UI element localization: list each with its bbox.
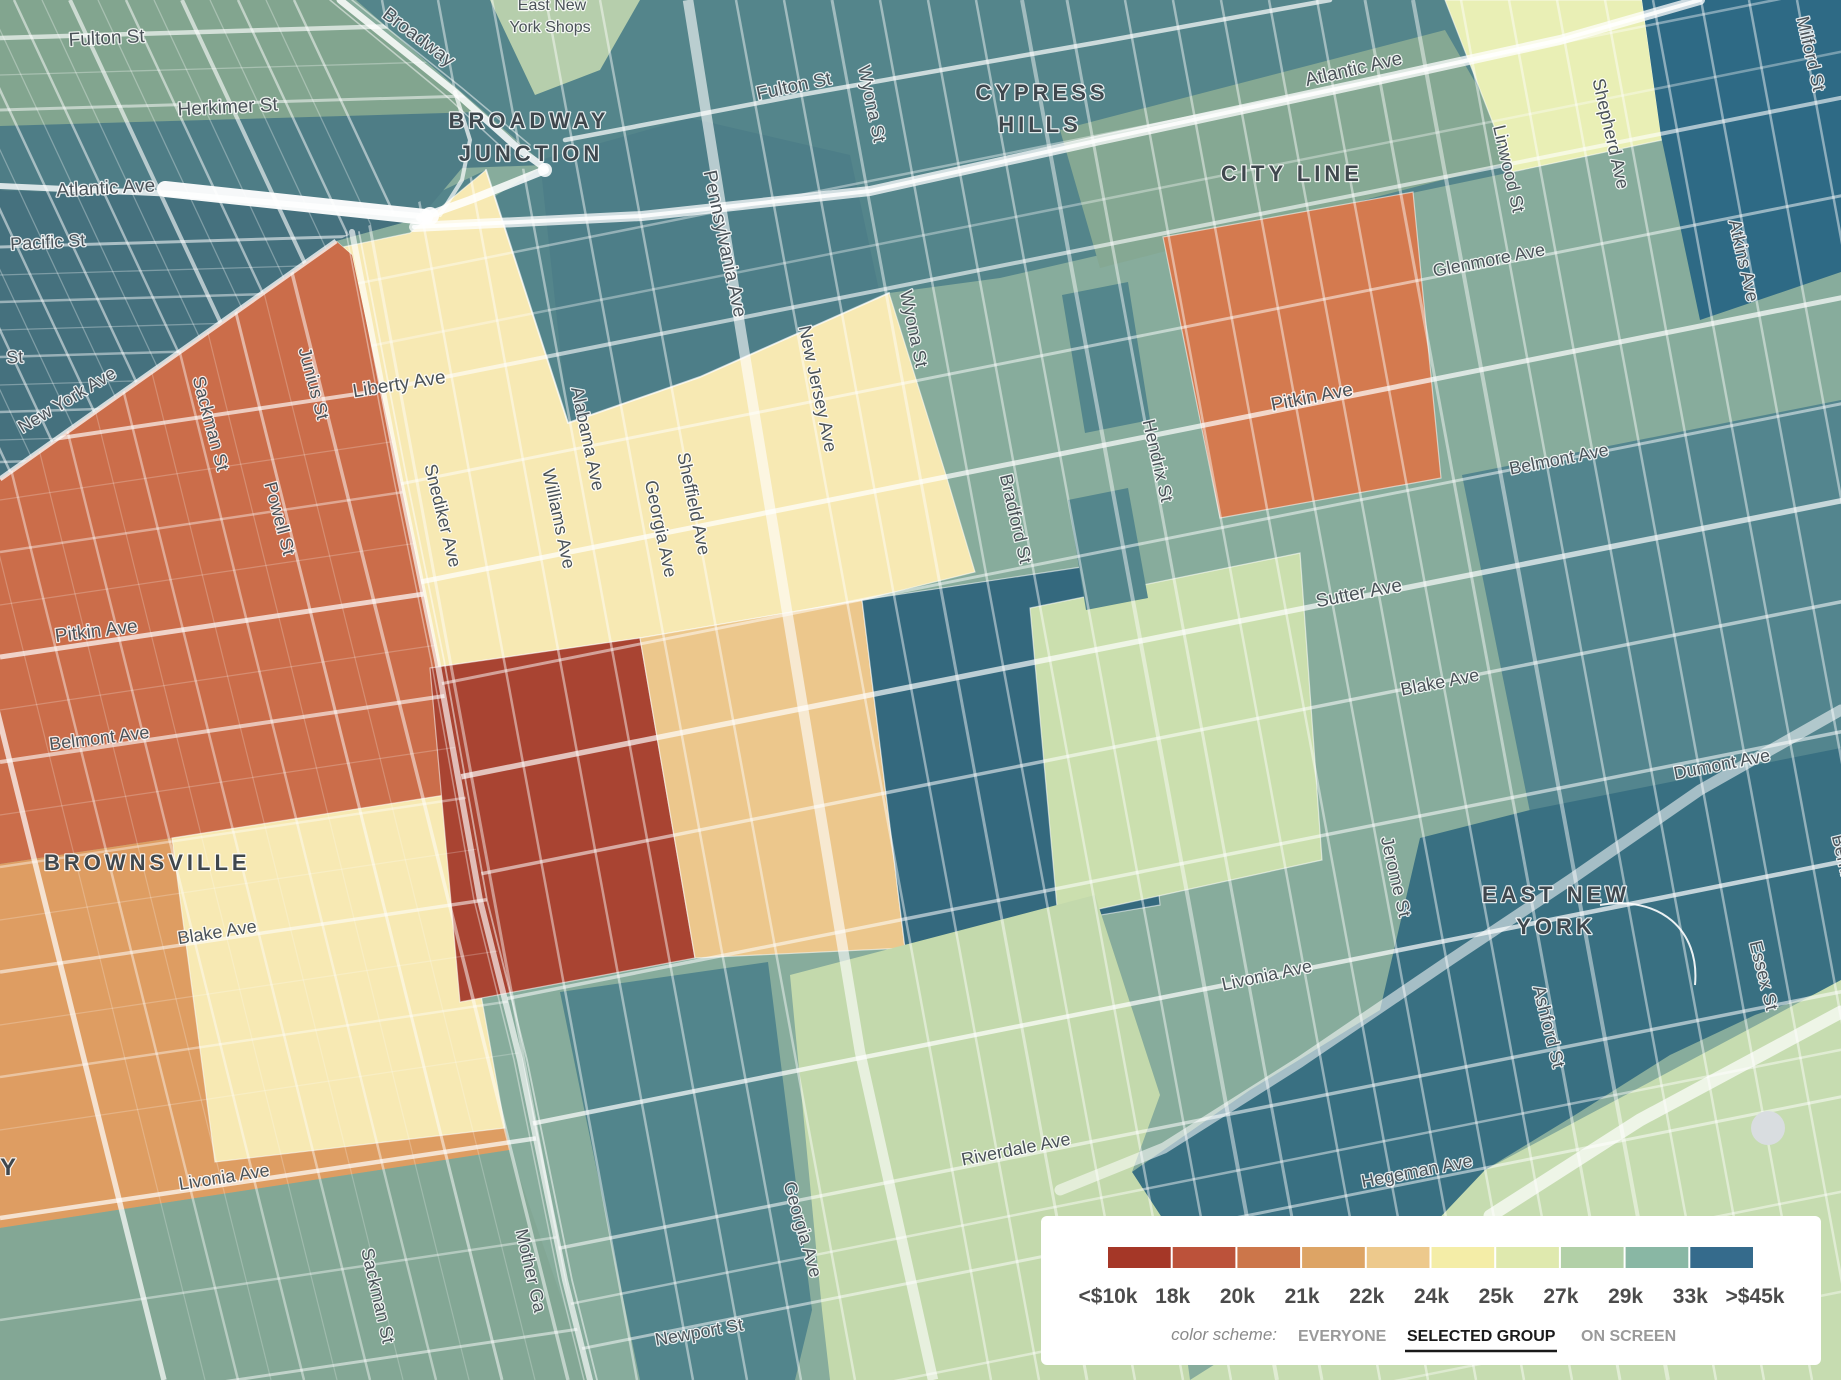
svg-text:20k: 20k [1220,1285,1255,1308]
svg-text:>$45k: >$45k [1726,1285,1785,1308]
svg-text:22k: 22k [1349,1285,1384,1308]
svg-text:<$10k: <$10k [1079,1285,1138,1308]
svg-text:EVERYONE: EVERYONE [1298,1328,1387,1345]
svg-text:33k: 33k [1673,1285,1708,1308]
svg-text:Pacific St: Pacific St [10,230,86,254]
svg-text:East New: East New [518,0,587,14]
svg-text:HILLS: HILLS [998,112,1082,137]
svg-text:EAST NEW: EAST NEW [1482,882,1630,907]
svg-text:BROADWAY: BROADWAY [449,108,610,133]
svg-text:21k: 21k [1285,1285,1320,1308]
svg-text:CYPRESS: CYPRESS [975,80,1108,105]
svg-text:YORK: YORK [1516,914,1596,939]
svg-text:SELECTED GROUP: SELECTED GROUP [1407,1328,1556,1345]
svg-text:24k: 24k [1414,1285,1449,1308]
svg-text:BROWNSVILLE: BROWNSVILLE [44,850,251,875]
svg-text:Fulton St: Fulton St [68,26,146,51]
svg-text:color scheme:: color scheme: [1171,1325,1277,1344]
svg-text:York Shops: York Shops [509,19,590,36]
svg-text:29k: 29k [1608,1285,1643,1308]
svg-text:JUNCTION: JUNCTION [459,141,603,166]
svg-text:25k: 25k [1479,1285,1514,1308]
svg-text:St: St [6,347,24,368]
svg-text:ON SCREEN: ON SCREEN [1581,1328,1676,1345]
svg-text:18k: 18k [1155,1285,1190,1308]
svg-text:27k: 27k [1543,1285,1578,1308]
svg-text:Y: Y [0,1154,16,1181]
svg-text:CITY LINE: CITY LINE [1221,161,1363,186]
